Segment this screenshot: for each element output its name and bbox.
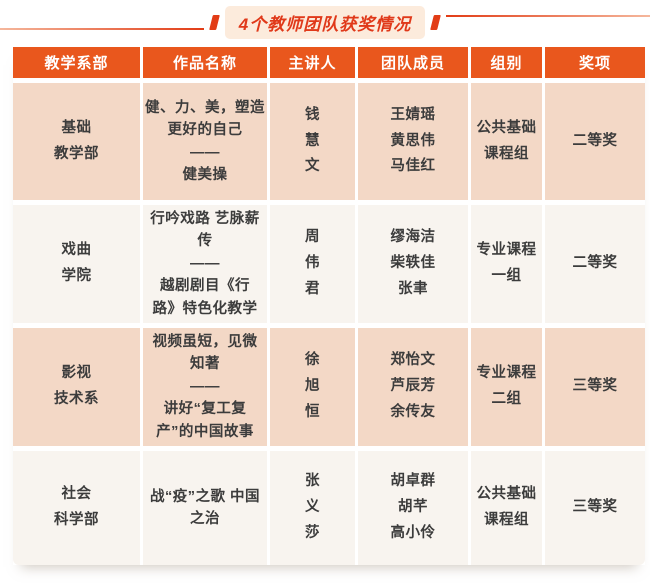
col-header-speaker: 主讲人 bbox=[270, 47, 355, 78]
page-title: 4个教师团队获奖情况 bbox=[238, 14, 412, 34]
title-left-bar-icon bbox=[208, 14, 220, 30]
cell-members: 王婧瑶 黄思伟 马佳红 bbox=[358, 83, 468, 200]
cell-award: 三等奖 bbox=[545, 451, 645, 565]
title-right-line bbox=[446, 15, 650, 17]
title-right-bar-icon bbox=[430, 14, 442, 30]
title-left-line bbox=[0, 28, 204, 30]
cell-department: 戏曲 学院 bbox=[13, 205, 140, 323]
cell-members: 郑怡文 芦辰芳 余传友 bbox=[358, 328, 468, 446]
cell-group: 公共基础 课程组 bbox=[471, 451, 542, 565]
cell-speaker: 徐 旭 恒 bbox=[270, 328, 355, 446]
col-header-group: 组别 bbox=[471, 47, 542, 78]
cell-award: 二等奖 bbox=[545, 83, 645, 200]
cell-department: 社会 科学部 bbox=[13, 451, 140, 565]
cell-work: 战“疫”之歌 中国 之治 bbox=[143, 451, 267, 565]
cell-speaker: 钱 慧 文 bbox=[270, 83, 355, 200]
cell-award: 二等奖 bbox=[545, 205, 645, 323]
cell-work: 视频虽短，见微 知著 —— 讲好“复工复 产”的中国故事 bbox=[143, 328, 267, 446]
awards-table: 教学系部 作品名称 主讲人 团队成员 组别 奖项 基础 教学部 健、力、美，塑造… bbox=[13, 47, 645, 565]
col-header-award: 奖项 bbox=[545, 47, 645, 78]
cell-work: 健、力、美，塑造 更好的自己 —— 健美操 bbox=[143, 83, 267, 200]
cell-members: 缪海洁 柴轶佳 张聿 bbox=[358, 205, 468, 323]
cell-award: 三等奖 bbox=[545, 328, 645, 446]
col-header-department: 教学系部 bbox=[13, 47, 140, 78]
awards-table-grid: 教学系部 作品名称 主讲人 团队成员 组别 奖项 基础 教学部 健、力、美，塑造… bbox=[13, 47, 645, 565]
cell-speaker: 张 义 莎 bbox=[270, 451, 355, 565]
title-banner: 4个教师团队获奖情况 bbox=[0, 5, 650, 39]
col-header-members: 团队成员 bbox=[358, 47, 468, 78]
cell-department: 基础 教学部 bbox=[13, 83, 140, 200]
cell-work: 行吟戏路 艺脉薪 传 —— 越剧剧目《行 路》特色化教学 bbox=[143, 205, 267, 323]
cell-group: 专业课程 一组 bbox=[471, 205, 542, 323]
cell-members: 胡卓群 胡芊 高小伶 bbox=[358, 451, 468, 565]
cell-group: 专业课程 二组 bbox=[471, 328, 542, 446]
title-pill: 4个教师团队获奖情况 bbox=[224, 5, 426, 39]
col-header-work: 作品名称 bbox=[143, 47, 267, 78]
cell-speaker: 周 伟 君 bbox=[270, 205, 355, 323]
cell-department: 影视 技术系 bbox=[13, 328, 140, 446]
cell-group: 公共基础 课程组 bbox=[471, 83, 542, 200]
